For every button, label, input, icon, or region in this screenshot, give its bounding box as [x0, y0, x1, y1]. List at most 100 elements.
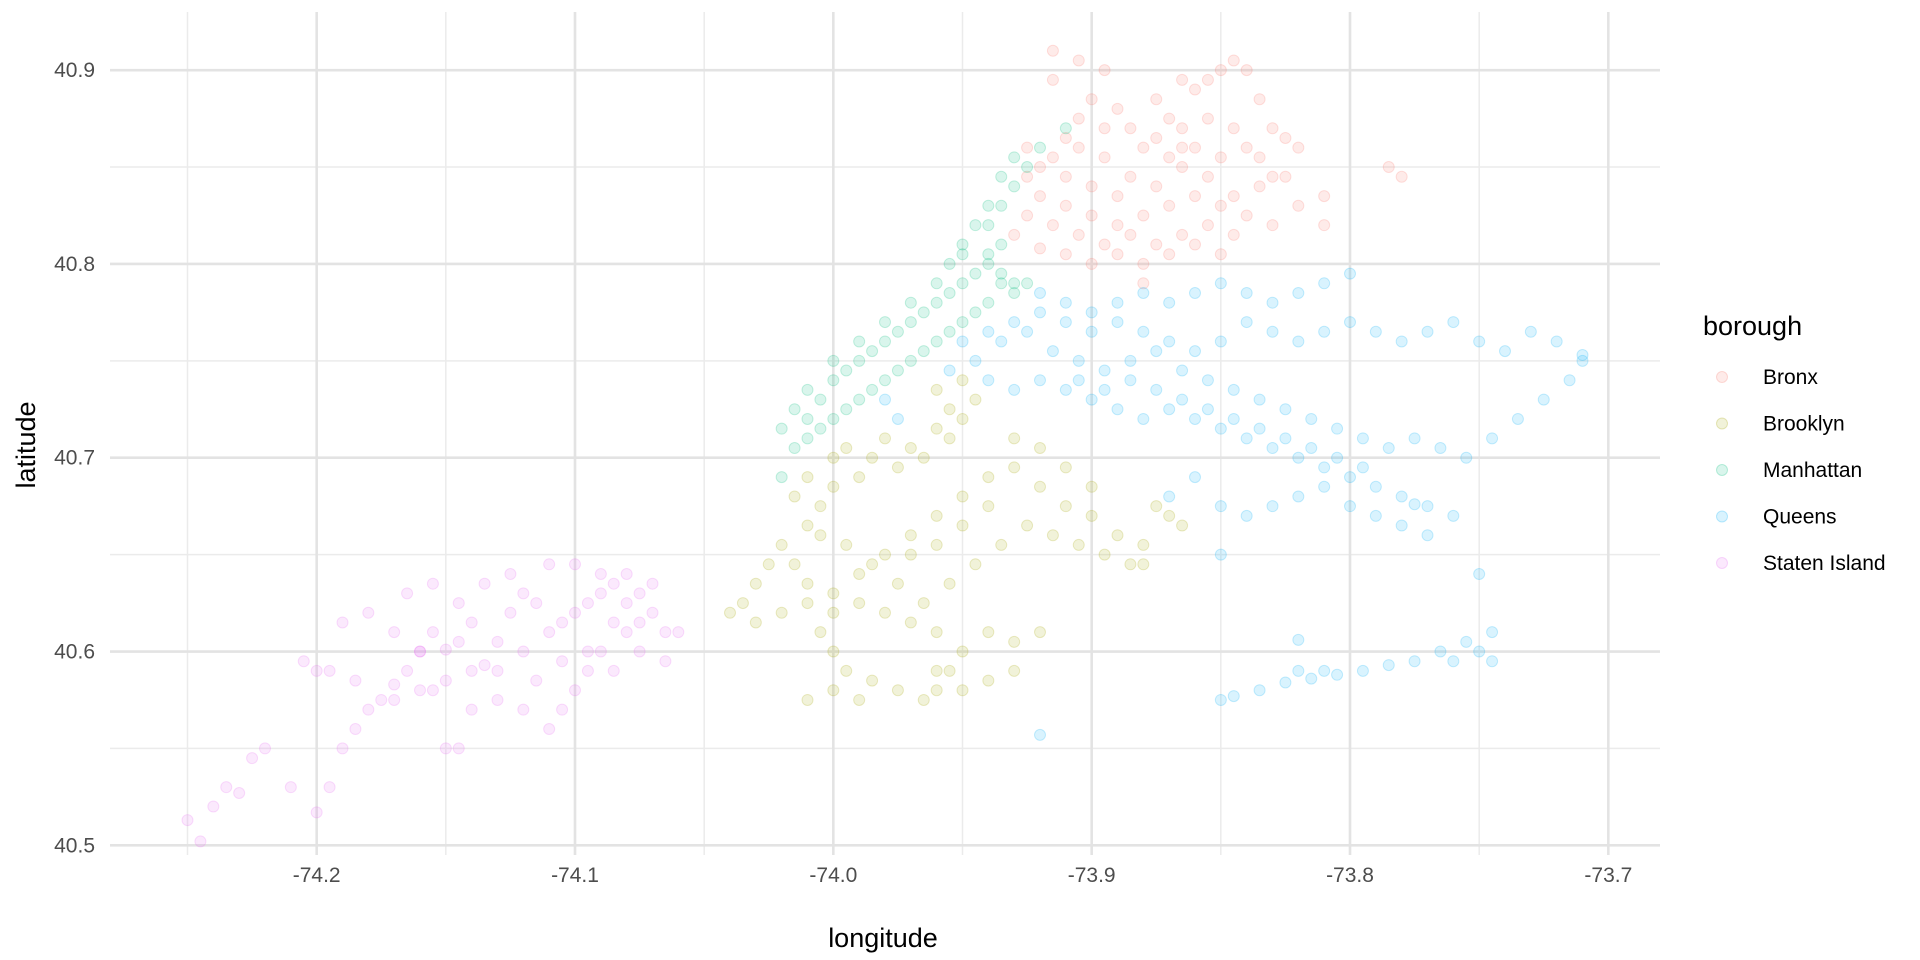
data-point	[336, 742, 349, 755]
legend: borough Bronx Brooklyn Manhattan Queens Stat…	[1703, 311, 1886, 575]
data-point	[982, 674, 995, 687]
data-point	[1072, 374, 1085, 387]
data-point	[995, 170, 1008, 183]
data-point	[581, 645, 594, 658]
x-axis-ticks: -74.2 -74.1 -74.0 -73.9 -73.8 -73.7	[293, 864, 1633, 887]
data-point	[982, 248, 995, 261]
data-point	[930, 684, 943, 697]
data-point	[1356, 461, 1369, 474]
x-axis-title: longitude	[828, 923, 938, 953]
data-point	[1240, 209, 1253, 222]
data-point	[1473, 335, 1486, 348]
x-tick-label: -74.2	[293, 864, 341, 887]
data-point	[1150, 500, 1163, 513]
data-point	[904, 442, 917, 455]
data-point	[517, 587, 530, 600]
data-point	[982, 296, 995, 309]
data-point	[504, 568, 517, 580]
data-point	[801, 519, 814, 532]
data-point	[659, 626, 672, 639]
data-point	[879, 335, 891, 348]
data-point	[1292, 490, 1305, 503]
data-point	[181, 814, 194, 827]
data-point	[297, 655, 310, 668]
data-point	[1072, 354, 1085, 367]
data-point	[866, 383, 879, 396]
data-point	[930, 335, 943, 348]
data-point	[930, 296, 943, 309]
data-point	[866, 451, 879, 464]
data-point	[1550, 335, 1563, 348]
data-point	[1369, 509, 1382, 522]
data-point	[1124, 122, 1137, 135]
data-point	[814, 500, 827, 513]
data-point	[1085, 509, 1098, 522]
y-tick-label: 40.6	[54, 641, 95, 664]
data-point	[827, 606, 840, 619]
data-point	[1292, 451, 1305, 464]
data-point	[581, 664, 594, 677]
data-point	[491, 693, 504, 706]
y-axis-title: latitude	[11, 401, 41, 488]
data-point	[749, 616, 762, 629]
data-point	[943, 664, 956, 677]
data-point	[543, 626, 556, 639]
data-point	[1098, 364, 1111, 377]
data-point	[452, 597, 465, 610]
data-point	[1279, 131, 1292, 144]
data-point	[1034, 141, 1046, 154]
data-point	[1473, 645, 1486, 658]
data-point	[1111, 316, 1124, 329]
data-point	[1137, 558, 1150, 571]
data-point	[620, 626, 633, 639]
data-point	[1176, 364, 1189, 377]
data-point	[891, 412, 904, 425]
data-point	[1059, 383, 1072, 396]
data-point	[646, 606, 659, 619]
data-point	[1214, 151, 1227, 164]
data-point	[362, 703, 375, 716]
data-point	[1201, 219, 1214, 232]
data-point	[1189, 83, 1201, 96]
data-point	[1279, 432, 1292, 445]
data-point	[336, 616, 349, 629]
data-point	[1318, 664, 1331, 677]
data-point	[1447, 509, 1460, 522]
data-point	[1408, 432, 1421, 445]
data-point	[1292, 141, 1305, 154]
data-point	[1098, 64, 1111, 77]
data-point	[633, 587, 646, 600]
data-point	[1046, 73, 1059, 86]
data-point	[401, 587, 414, 600]
data-point	[801, 471, 814, 484]
data-point	[1524, 325, 1537, 338]
data-point	[1008, 432, 1021, 445]
data-point	[1305, 412, 1318, 425]
data-point	[801, 412, 814, 425]
data-point	[853, 597, 866, 610]
data-point	[1137, 257, 1150, 270]
data-point	[375, 693, 388, 706]
data-point	[1163, 509, 1176, 522]
data-point	[620, 568, 633, 580]
data-point	[465, 616, 478, 629]
data-point	[1227, 190, 1240, 203]
data-point	[1085, 306, 1098, 319]
data-point	[943, 432, 956, 445]
data-point	[917, 451, 930, 464]
legend-label: Brooklyn	[1763, 413, 1845, 436]
data-point	[1266, 325, 1279, 338]
data-point	[827, 412, 840, 425]
data-point	[1227, 690, 1240, 703]
data-point	[969, 558, 982, 571]
data-point	[995, 277, 1008, 290]
data-point	[1227, 412, 1240, 425]
data-point	[607, 664, 620, 677]
data-point	[323, 781, 336, 794]
data-point	[814, 422, 827, 435]
data-point	[1059, 131, 1072, 144]
data-point	[207, 800, 220, 813]
data-point	[607, 616, 620, 629]
data-point	[891, 461, 904, 474]
data-point	[1408, 655, 1421, 668]
